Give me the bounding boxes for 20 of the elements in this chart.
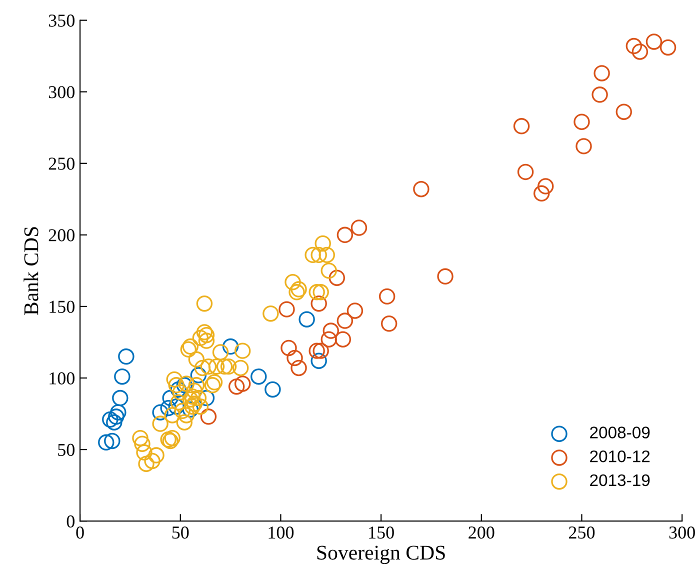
y-axis-title: Bank CDS [24,227,38,315]
y-tick-label: 50 [58,444,74,456]
x-tick-label: 300 [669,526,695,539]
legend-label: 2008-09 [590,426,650,438]
y-tick-label: 200 [48,229,74,242]
x-tick-label: 0 [76,526,84,539]
y-tick-label: 250 [48,158,74,170]
x-tick-label: 200 [468,526,494,539]
x-tick-label: 100 [268,526,294,539]
x-tick-label: 150 [369,526,394,539]
x-tick-label: 50 [172,526,189,539]
x-tick-label: 250 [568,526,595,539]
y-tick-label: 300 [48,86,74,98]
legend-label: 2010-12 [590,450,650,462]
y-tick-label: 100 [50,372,74,384]
y-tick-label: 150 [50,300,74,313]
y-tick-label: 0 [66,515,74,528]
y-tick-label: 350 [48,14,74,27]
x-axis-title: Sovereign CDS [317,546,445,564]
legend-label: 2013-19 [590,474,650,486]
